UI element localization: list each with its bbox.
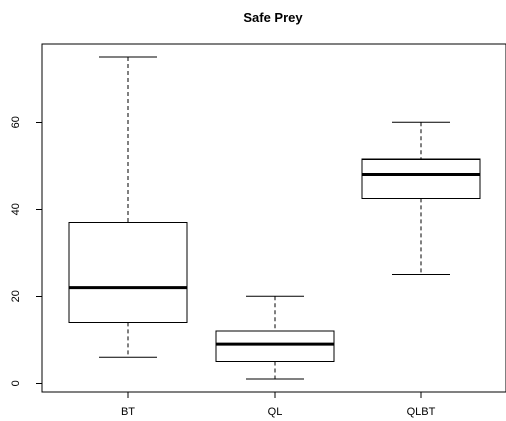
y-tick-label-20: 20 xyxy=(10,290,22,302)
y-axis: 0 20 40 60 xyxy=(10,44,43,392)
iqr-box-ql xyxy=(215,330,335,363)
x-tick-label-bt: BT xyxy=(121,406,135,418)
y-tick-label-40: 40 xyxy=(10,203,22,215)
chart-title: Safe Prey xyxy=(243,10,303,25)
iqr-box-bt xyxy=(68,221,188,324)
plot-frame xyxy=(41,43,506,393)
boxplot-series xyxy=(68,56,481,380)
box-ql xyxy=(215,295,335,380)
y-tick-label-60: 60 xyxy=(10,116,22,128)
box-bt xyxy=(68,56,188,358)
box-qlbt xyxy=(361,121,481,276)
x-axis: BT QL QLBT xyxy=(121,392,436,418)
x-tick-label-ql: QL xyxy=(268,406,283,418)
iqr-box-qlbt xyxy=(361,158,481,200)
y-tick-label-0: 0 xyxy=(10,380,22,386)
x-tick-label-qlbt: QLBT xyxy=(407,406,436,418)
